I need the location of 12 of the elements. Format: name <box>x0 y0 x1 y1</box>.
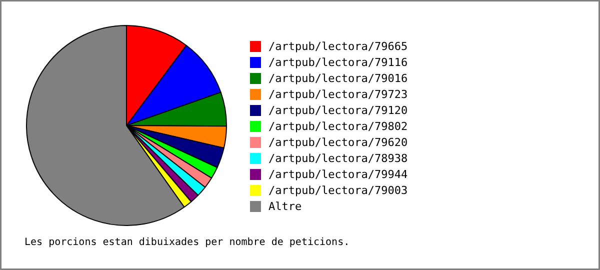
legend-label: /artpub/lectora/78938 <box>268 152 408 165</box>
legend-label: /artpub/lectora/79723 <box>268 88 408 101</box>
legend-label: /artpub/lectora/79116 <box>268 56 408 69</box>
legend-label: /artpub/lectora/79120 <box>268 104 408 117</box>
legend-label: /artpub/lectora/79620 <box>268 136 408 149</box>
legend-label: /artpub/lectora/79003 <box>268 184 408 197</box>
legend-label: Altre <box>268 200 302 213</box>
legend-label: /artpub/lectora/79016 <box>268 72 408 85</box>
legend-label: /artpub/lectora/79802 <box>268 120 408 133</box>
legend-label: /artpub/lectora/79944 <box>268 168 408 181</box>
text: Les porcions estan dibuixades per nombre de peticions. <box>24 237 350 248</box>
legend-label: /artpub/lectora/79665 <box>268 40 408 53</box>
